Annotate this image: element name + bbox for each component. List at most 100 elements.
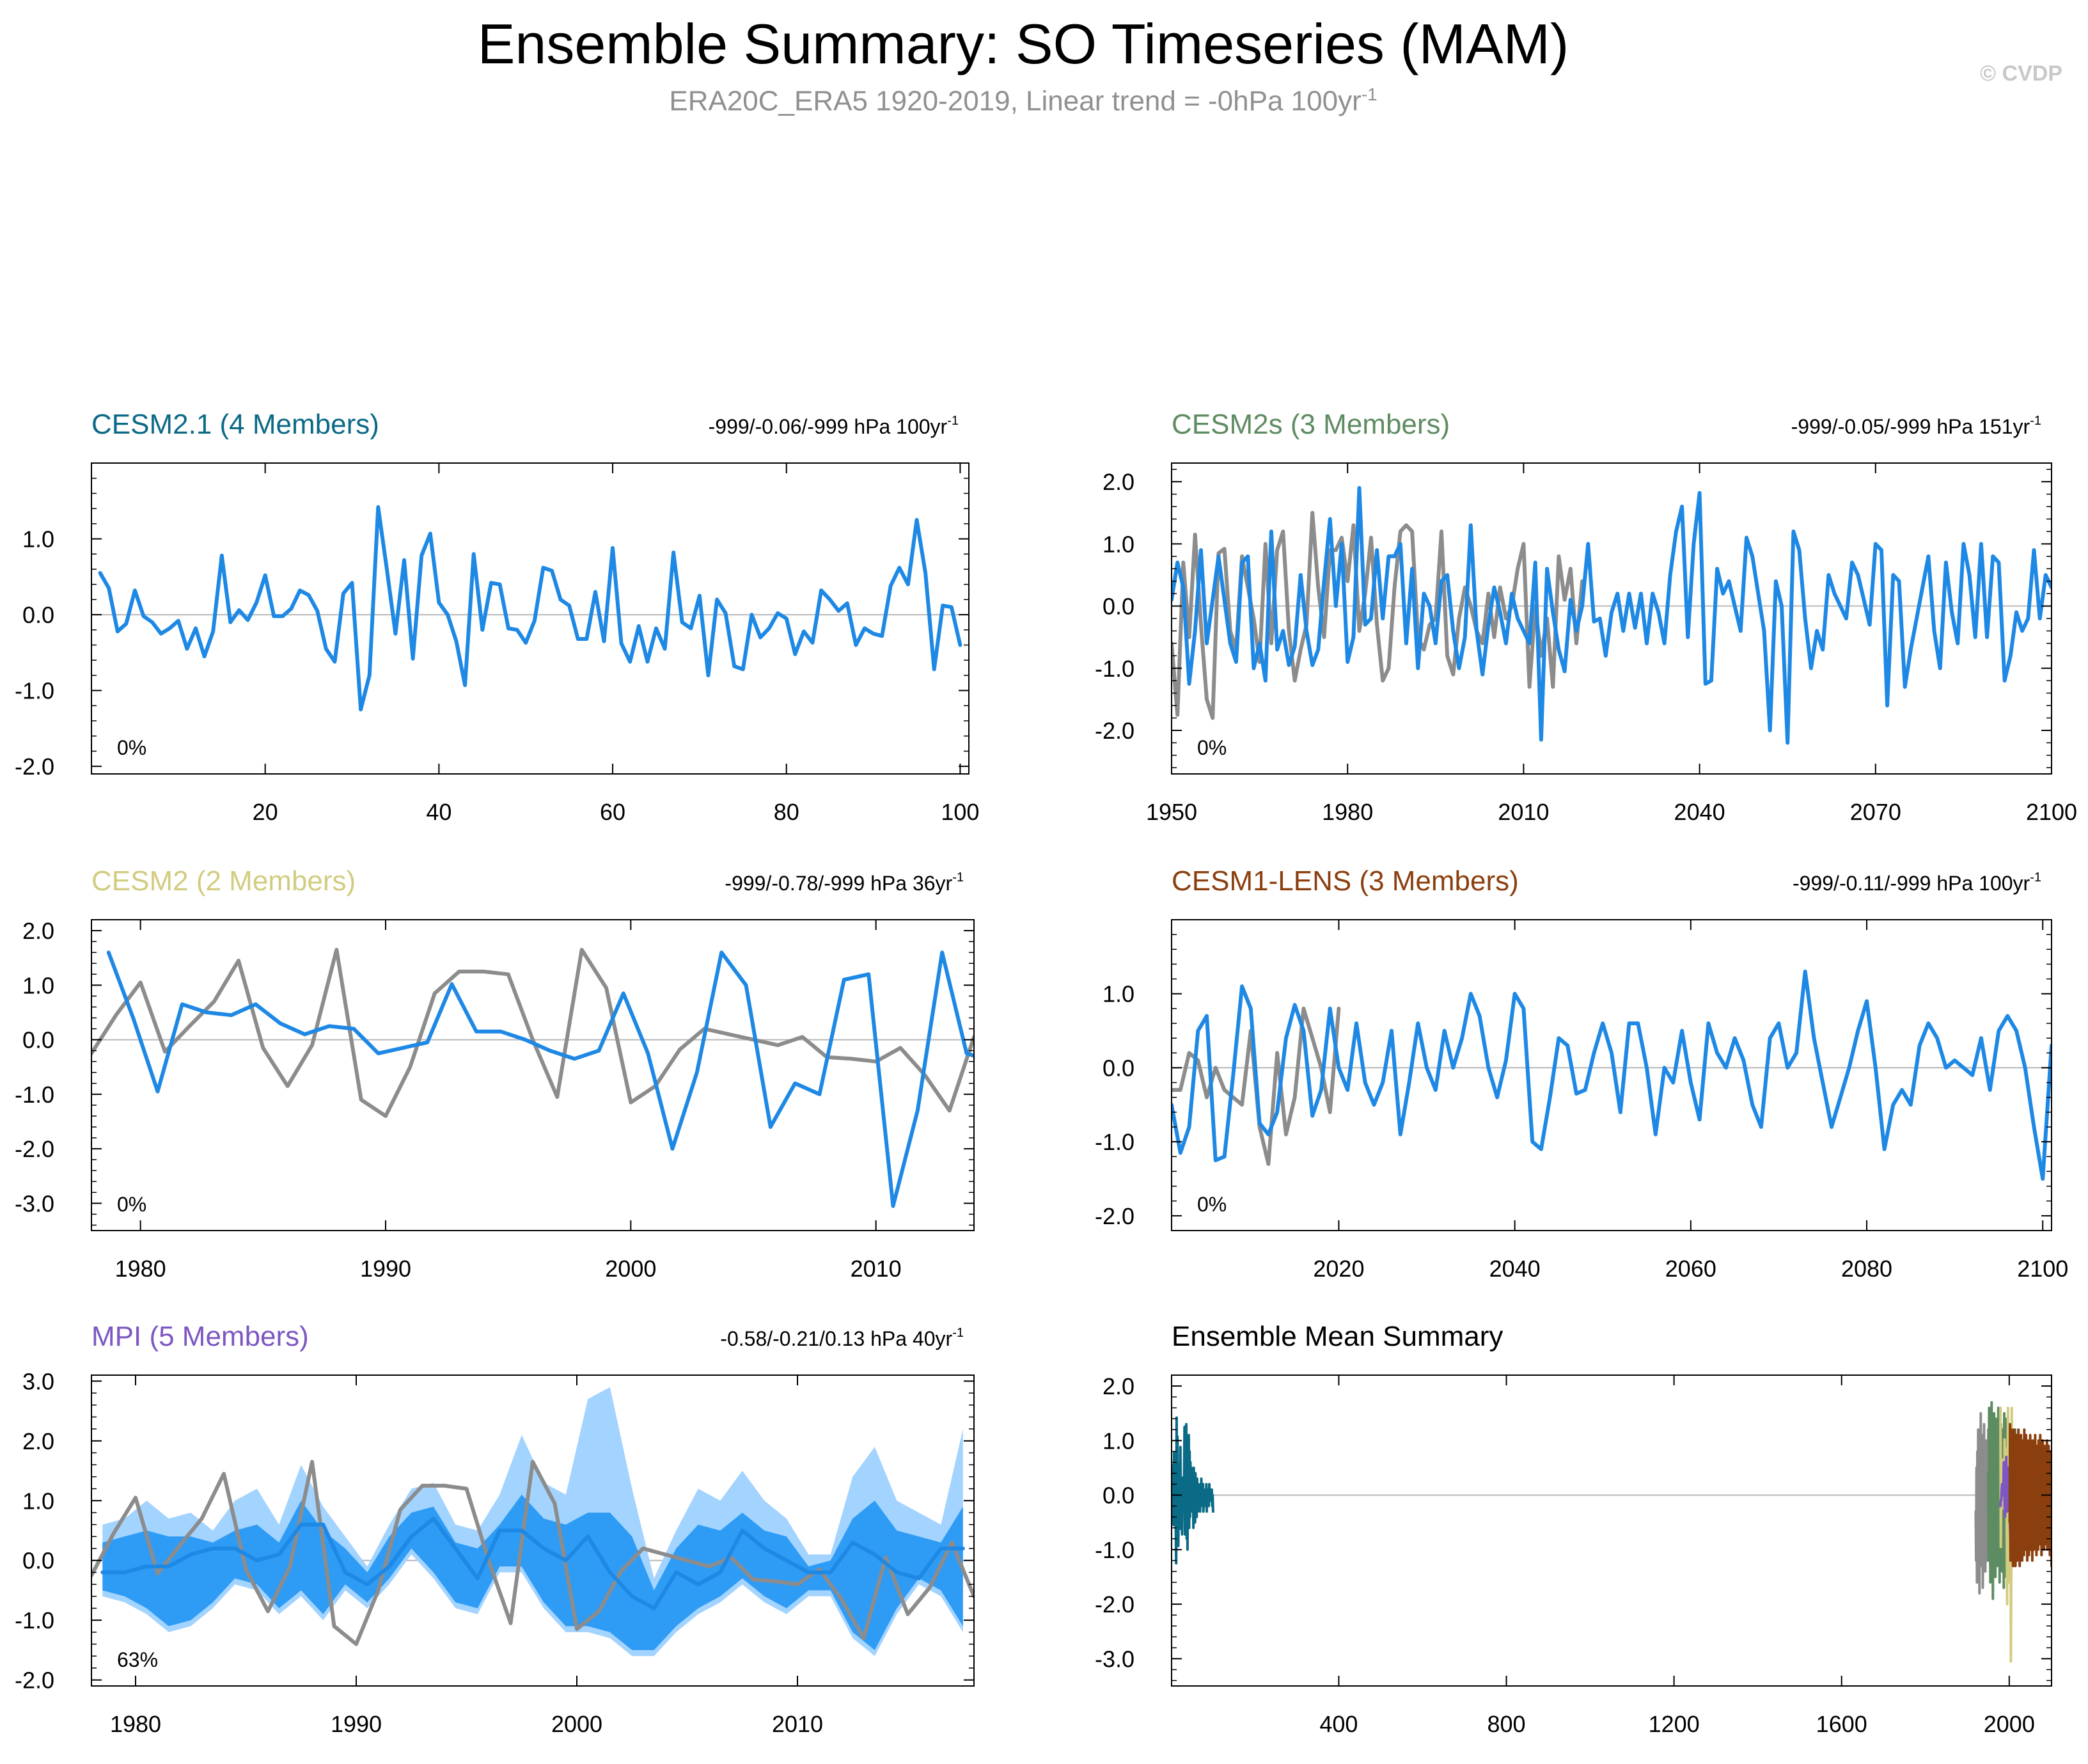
x-tick-label: 1950 [1146, 799, 1197, 825]
x-tick-label: 2040 [1489, 1256, 1541, 1282]
y-tick-label: 2.0 [22, 918, 54, 944]
series-line-ensemble-member [1172, 970, 2052, 1181]
series-line-ensemble-member [1172, 485, 2052, 745]
x-tick-label: 2060 [1665, 1256, 1716, 1282]
panel-frame [91, 1374, 975, 1687]
chart-panel-1: CESM2s (3 Members) -999/-0.05/-999 hPa 15… [1095, 409, 2077, 825]
x-tick-label: 1980 [115, 1256, 166, 1282]
panel-trend-text: -0.58/-0.21/0.13 hPa 40yr [720, 1327, 952, 1350]
chart-panel-0: CESM2.1 (4 Members) -999/-0.06/-999 hPa 1… [15, 409, 980, 825]
panel-trend-text: -999/-0.06/-999 hPa 100yr [709, 415, 948, 438]
percent-label: 0% [1197, 1193, 1227, 1216]
x-tick-label: 60 [600, 799, 625, 825]
y-tick-label: 0.0 [22, 1027, 54, 1053]
plot-area [91, 1387, 974, 1657]
series-line-cesm1-lens [2008, 1422, 2052, 1568]
x-tick-label: 2000 [605, 1256, 656, 1282]
y-tick-label: -2.0 [1095, 1591, 1134, 1618]
y-tick-label: 2.0 [1103, 469, 1134, 495]
y-tick-label: 1.0 [1103, 981, 1134, 1007]
panel-trend-text: -999/-0.11/-999 hPa 100yr [1793, 872, 2030, 895]
x-tick-label: 1990 [331, 1711, 382, 1737]
panel-trend-label: -999/-0.78/-999 hPa 36yr-1 [725, 870, 964, 895]
series-line-observations [91, 947, 974, 1118]
y-tick-label: -1.0 [15, 1607, 54, 1634]
y-tick-label: -1.0 [15, 1082, 54, 1108]
y-tick-label: 0.0 [1103, 1055, 1134, 1081]
x-tick-label: 20 [253, 799, 278, 825]
x-tick-label: 80 [774, 799, 799, 825]
panel-trend-text: -999/-0.05/-999 hPa 151yr [1791, 415, 2030, 438]
chart-panel-4: MPI (5 Members) -0.58/-0.21/0.13 hPa 40yr… [15, 1321, 975, 1737]
x-tick-label: 2010 [1498, 799, 1549, 825]
y-tick-label: -1.0 [1095, 1129, 1134, 1155]
x-tick-label: 1980 [1322, 799, 1373, 825]
panel-title: MPI (5 Members) [91, 1321, 309, 1352]
y-tick-label: -2.0 [15, 1667, 54, 1694]
series-line-observations [1172, 510, 1585, 720]
x-tick-label: 1990 [360, 1256, 411, 1282]
y-tick-label: -1.0 [1095, 656, 1134, 682]
figure-title: Ensemble Summary: SO Timeseries (MAM) [477, 12, 1569, 75]
panel-trend-label: -0.58/-0.21/0.13 hPa 40yr-1 [720, 1326, 964, 1350]
y-tick-label: 1.0 [1103, 1428, 1134, 1454]
x-tick-label: 2000 [551, 1711, 602, 1737]
x-tick-label: 2010 [772, 1711, 823, 1737]
x-tick-label: 2070 [1850, 799, 1901, 825]
x-tick-label: 2100 [2017, 1256, 2068, 1282]
y-tick-label: -2.0 [15, 1136, 54, 1162]
panel-frame [1171, 1374, 2052, 1687]
figure-subtitle-text: ERA20C_ERA5 1920-2019, Linear trend = -0… [669, 85, 1362, 117]
percent-label: 63% [117, 1648, 158, 1671]
y-tick-label: 1.0 [1103, 531, 1134, 557]
panel-title: CESM2 (2 Members) [91, 865, 356, 897]
x-tick-label: 2000 [1984, 1711, 2035, 1737]
y-tick-label: 0.0 [22, 602, 54, 628]
plot-area [1172, 1401, 2052, 1663]
panel-trend-text: -999/-0.78/-999 hPa 36yr [725, 872, 952, 895]
panel-trend-superscript: -1 [2030, 414, 2041, 428]
panel-trend-superscript: -1 [2030, 870, 2041, 885]
chart-panel-5: Ensemble Mean Summary 2.0 1.0 0.0 -1.0 -2.0 -3… [1095, 1321, 2052, 1737]
y-tick-label: -1.0 [1095, 1537, 1134, 1563]
x-tick-label: 2010 [851, 1256, 902, 1282]
panel-title: Ensemble Mean Summary [1172, 1321, 1503, 1352]
x-tick-label: 2020 [1313, 1256, 1364, 1282]
percent-label: 0% [117, 1193, 146, 1216]
panel-trend-label: -999/-0.11/-999 hPa 100yr-1 [1793, 870, 2041, 895]
chart-panel-3: CESM1-LENS (3 Members) -999/-0.11/-999 hP… [1095, 865, 2068, 1282]
y-tick-label: 2.0 [22, 1428, 54, 1454]
panel-title: CESM2.1 (4 Members) [91, 409, 379, 440]
chart-panel-2: CESM2 (2 Members) -999/-0.78/-999 hPa 36y… [15, 865, 975, 1282]
y-tick-label: 1.0 [22, 526, 54, 553]
panel-trend-superscript: -1 [952, 1326, 964, 1340]
cvdp-watermark: © CVDP [1980, 61, 2062, 86]
panel-frame [91, 462, 969, 775]
x-tick-label: 1980 [110, 1711, 161, 1737]
percent-label: 0% [1197, 736, 1227, 759]
y-tick-label: 2.0 [1103, 1373, 1134, 1399]
y-tick-label: 1.0 [22, 972, 54, 998]
figure-subtitle-superscript: -1 [1361, 84, 1378, 104]
x-tick-label: 2100 [2026, 799, 2077, 825]
y-tick-label: -3.0 [15, 1190, 54, 1217]
plot-area [1172, 970, 2052, 1181]
plot-area [1172, 485, 2052, 745]
y-tick-label: -2.0 [1095, 718, 1134, 744]
plot-area [91, 947, 974, 1208]
x-tick-label: 2080 [1841, 1256, 1892, 1282]
y-tick-label: -2.0 [15, 753, 54, 780]
x-tick-label: 1200 [1649, 1711, 1700, 1737]
panel-trend-superscript: -1 [952, 870, 964, 885]
series-line-ensemble-mean [100, 1516, 965, 1610]
series-line-cesm2-1 [1172, 1416, 1214, 1565]
series-line-ensemble-member [106, 950, 974, 1208]
y-tick-label: 0.0 [22, 1548, 54, 1574]
panel-trend-label: -999/-0.06/-999 hPa 100yr-1 [709, 414, 959, 438]
figure-subtitle: ERA20C_ERA5 1920-2019, Linear trend = -0… [0, 84, 2046, 118]
percent-label: 0% [117, 736, 146, 759]
y-tick-label: -1.0 [15, 678, 54, 704]
x-tick-label: 400 [1319, 1711, 1358, 1737]
x-tick-label: 40 [426, 799, 451, 825]
